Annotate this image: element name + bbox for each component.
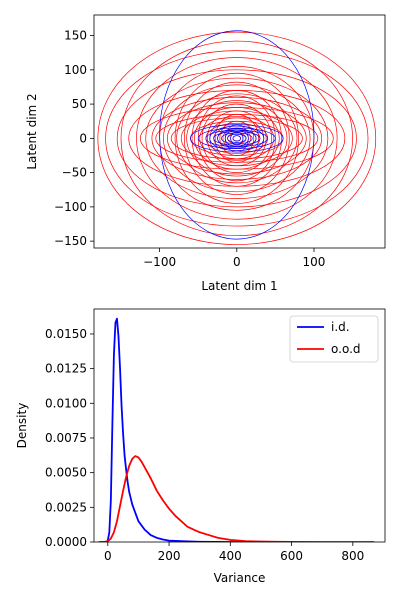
density-panel: 0 200 400 600 800 0.00000.00250.00500.00750.… (15, 308, 386, 585)
density-lines-group (98, 317, 375, 542)
ellipse-ood-17 (183, 81, 290, 195)
ellipse-ood-14 (174, 72, 299, 204)
ellipse-ood-10 (159, 66, 315, 211)
top-axes-frame (93, 14, 386, 249)
bottom-axes-frame (93, 308, 386, 543)
bottom-y-tick-label: 0.0050 (45, 466, 87, 480)
ellipses-group (97, 30, 377, 245)
density-line-ood (98, 455, 375, 542)
bottom-x-tick-label: 200 (158, 549, 181, 563)
bottom-x-axis-label: Variance (214, 571, 266, 585)
ellipse-id-10 (230, 131, 244, 145)
legend-id-label: i.d. (331, 320, 350, 334)
top-y-tick-label: −50 (62, 166, 87, 180)
ellipse-ood-3 (120, 40, 353, 237)
top-y-tick-label: 100 (64, 63, 87, 77)
ellipse-ood-28 (213, 125, 261, 152)
ellipse-ood-11 (163, 84, 311, 193)
bottom-y-tick-label: 0.0100 (45, 396, 87, 410)
density-line-id (105, 317, 246, 542)
ellipse-ood-31 (219, 120, 255, 156)
bottom-x-tick-label: 600 (280, 549, 303, 563)
bottom-y-tick-label: 0.0150 (45, 327, 87, 341)
ellipse-id-4 (209, 125, 265, 152)
top-x-ticks: −100 0 100 (143, 248, 325, 269)
ellipse-ood-29 (214, 114, 259, 163)
top-y-tick-label: 0 (79, 131, 87, 145)
bottom-x-ticks: 0 200 400 600 800 (104, 542, 364, 563)
latent-space-panel: −100 0 100 −150 −100 −50 0 50 100 150 Latent dim… (25, 14, 386, 293)
top-y-tick-label: −100 (54, 200, 87, 214)
bottom-y-axis-label: Density (15, 403, 29, 449)
top-x-tick-label: −100 (143, 255, 176, 269)
ellipse-ood-2 (116, 69, 357, 208)
ellipse-id-1 (190, 124, 284, 153)
ellipse-ood-20 (191, 90, 282, 187)
ellipse-id-8 (224, 129, 249, 147)
ellipse-ood-23 (199, 116, 275, 161)
ellipse-ood-13 (170, 117, 303, 160)
ellipse-id-2 (197, 127, 276, 149)
top-y-axis-label: Latent dim 2 (25, 93, 39, 169)
ellipse-ood-12 (166, 102, 307, 175)
bottom-y-tick-label: 0.0025 (45, 500, 87, 514)
top-y-tick-label: −150 (54, 234, 87, 248)
top-y-tick-label: 50 (72, 97, 87, 111)
ellipse-id-0 (159, 30, 315, 240)
ellipse-ood-8 (151, 96, 323, 180)
bottom-y-tick-label: 0.0075 (45, 431, 87, 445)
ellipse-ood-18 (186, 100, 288, 177)
top-x-tick-label: 100 (303, 255, 326, 269)
ellipse-id-5 (213, 131, 261, 146)
top-y-tick-label: 150 (64, 29, 87, 43)
ellipse-ood-15 (176, 93, 298, 184)
ellipse-id-9 (227, 133, 247, 143)
ellipse-ood-1 (105, 50, 369, 227)
top-x-tick-label: 0 (233, 255, 241, 269)
bottom-x-tick-label: 0 (104, 549, 112, 563)
ellipse-ood-0 (97, 31, 377, 245)
ellipse-id-11 (232, 135, 242, 142)
ellipse-ood-24 (201, 103, 272, 173)
ellipse-ood-26 (207, 110, 267, 167)
bottom-y-ticks: 0.0000 0.0025 0.0050 0.0075 0.0100 0.0125 0.01… (45, 327, 94, 549)
top-x-axis-label: Latent dim 1 (201, 279, 277, 293)
ellipse-ood-21 (193, 107, 280, 170)
bottom-x-tick-label: 400 (219, 549, 242, 563)
ellipse-ood-27 (209, 117, 265, 160)
ellipse-id-7 (221, 132, 253, 145)
ellipse-ood-7 (145, 77, 329, 200)
bottom-x-tick-label: 800 (341, 549, 364, 563)
bottom-y-tick-label: 0.0125 (45, 362, 87, 376)
ellipse-ood-5 (136, 57, 338, 220)
bottom-y-tick-label: 0.0000 (45, 535, 87, 549)
top-y-ticks: −150 −100 −50 0 50 100 150 (54, 29, 94, 248)
legend-ood-label: o.o.d (331, 342, 361, 356)
legend: i.d. o.o.d (289, 315, 379, 363)
ellipse-id-6 (217, 128, 257, 149)
